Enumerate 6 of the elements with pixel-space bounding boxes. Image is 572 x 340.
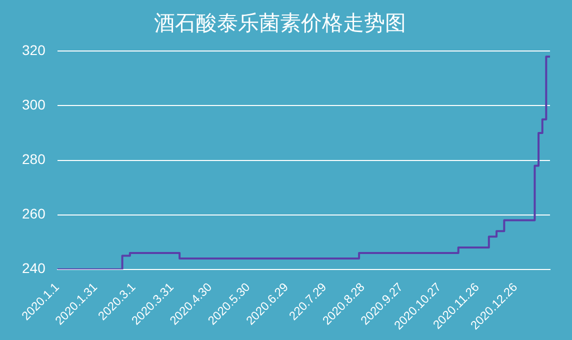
y-tick-label: 280: [22, 151, 46, 168]
y-tick-label: 260: [22, 206, 46, 222]
y-tick-label: 300: [22, 96, 46, 113]
chart-title: 酒石酸泰乐菌素价格走势图: [154, 11, 406, 36]
y-tick-label: 240: [22, 260, 46, 276]
y-tick-label: 320: [22, 42, 46, 58]
